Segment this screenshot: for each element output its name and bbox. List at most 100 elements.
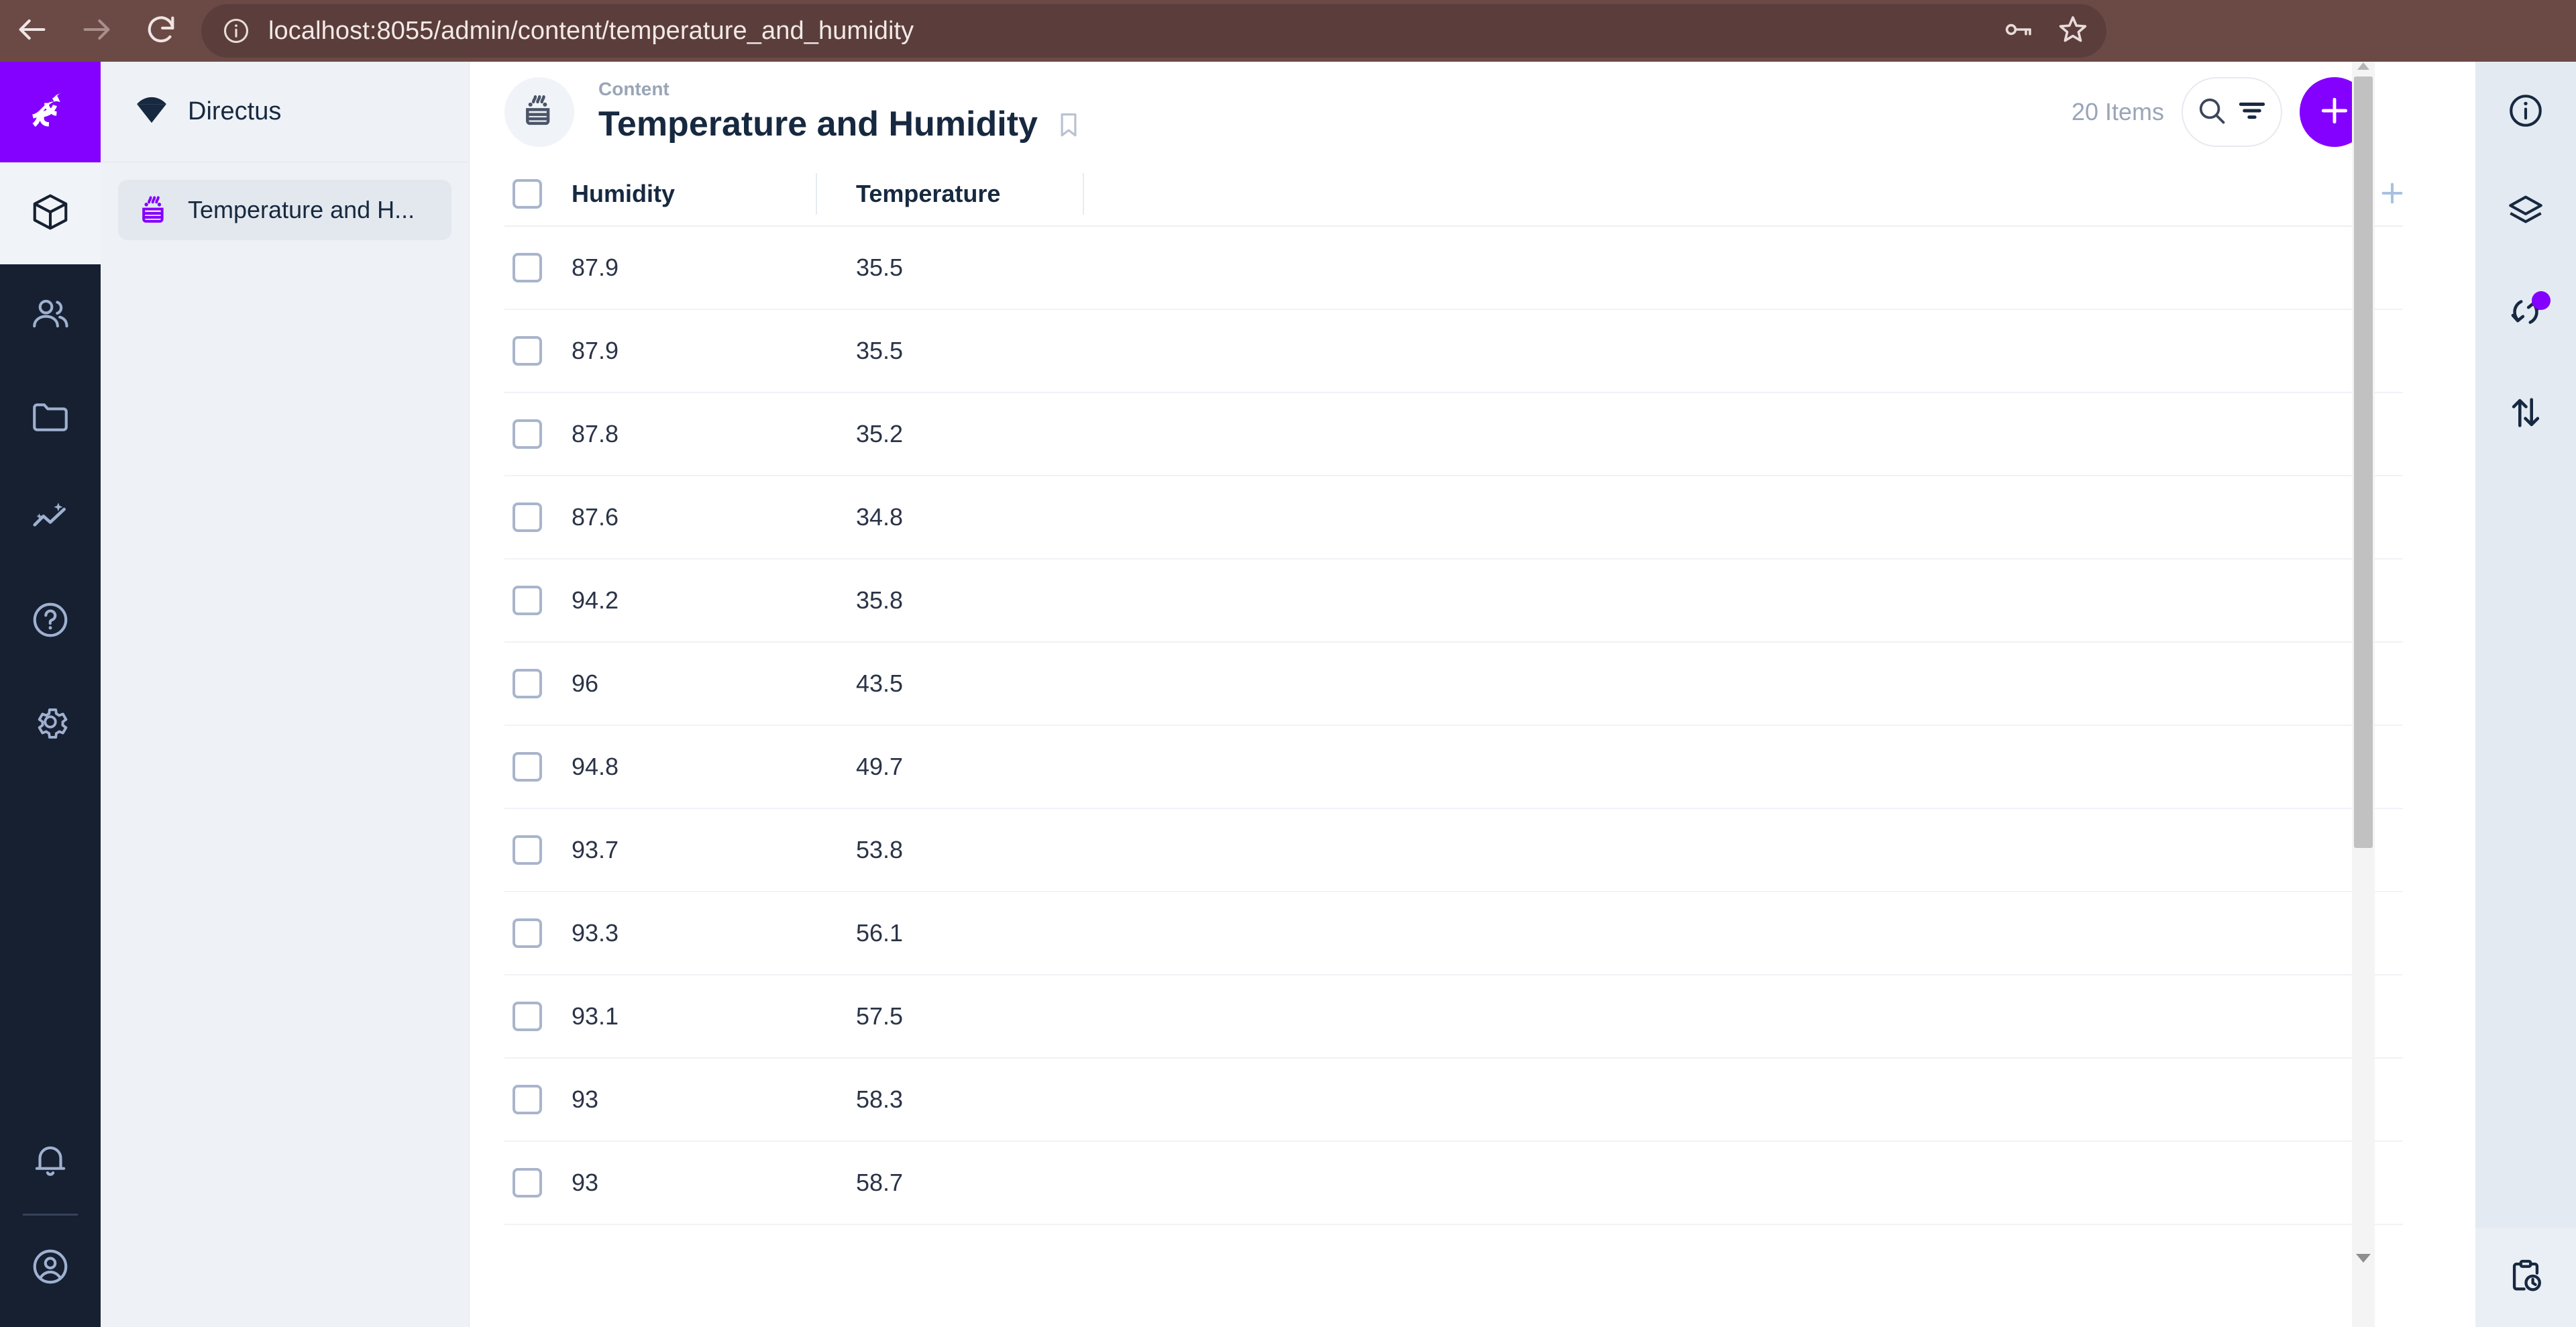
module-item-account[interactable] <box>0 1228 101 1308</box>
star-icon[interactable] <box>2057 13 2089 49</box>
row-checkbox[interactable] <box>513 1168 542 1198</box>
cell-value: 87.6 <box>572 503 619 531</box>
module-item-files[interactable] <box>0 366 101 468</box>
sidebar-item-flows[interactable] <box>2475 263 2576 364</box>
reload-icon <box>144 12 178 50</box>
cell-value: 35.5 <box>856 337 904 364</box>
row-select-cell[interactable] <box>504 419 564 449</box>
row-select-cell[interactable] <box>504 502 564 532</box>
project-name: Directus <box>188 97 282 125</box>
module-item-insights[interactable] <box>0 468 101 570</box>
cell-temperature: 53.8 <box>837 836 1104 864</box>
items-table: Humidity Temperature 87.9 35.5 87.9 35.5 87.… <box>470 162 2475 1225</box>
row-select-cell[interactable] <box>504 1002 564 1031</box>
select-all-cell[interactable] <box>504 179 564 209</box>
activity-log-button[interactable] <box>2475 1228 2576 1327</box>
breadcrumb[interactable]: Content <box>598 78 669 100</box>
row-select-cell[interactable] <box>504 752 564 782</box>
people-icon <box>30 293 71 338</box>
back-button[interactable] <box>0 0 64 62</box>
table-row[interactable]: 87.9 35.5 <box>504 227 2403 310</box>
sidebar-item-layers[interactable] <box>2475 162 2576 263</box>
column-divider[interactable] <box>816 173 817 215</box>
page-scrollbar[interactable] <box>2352 62 2375 1327</box>
module-divider <box>23 1214 78 1216</box>
cell-temperature: 58.3 <box>837 1085 1104 1114</box>
row-select-cell[interactable] <box>504 1168 564 1198</box>
table-row[interactable]: 96 43.5 <box>504 643 2403 726</box>
table-row[interactable]: 93 58.7 <box>504 1142 2403 1225</box>
add-field-button[interactable] <box>2375 177 2410 212</box>
row-checkbox[interactable] <box>513 1085 542 1114</box>
title-row: Temperature and Humidity <box>598 105 1083 144</box>
cell-value: 35.2 <box>856 420 904 447</box>
search-filter-control[interactable] <box>2182 77 2282 147</box>
row-select-cell[interactable] <box>504 669 564 698</box>
table-row[interactable]: 93.1 57.5 <box>504 975 2403 1059</box>
row-select-cell[interactable] <box>504 586 564 615</box>
table-row[interactable]: 93.3 56.1 <box>504 892 2403 975</box>
module-item-users[interactable] <box>0 264 101 366</box>
row-checkbox[interactable] <box>513 336 542 366</box>
row-checkbox[interactable] <box>513 253 542 282</box>
page-title: Temperature and Humidity <box>598 105 1038 144</box>
row-checkbox[interactable] <box>513 752 542 782</box>
row-checkbox[interactable] <box>513 669 542 698</box>
row-select-cell[interactable] <box>504 1085 564 1114</box>
project-header[interactable]: Directus <box>101 62 469 162</box>
reload-button[interactable] <box>129 0 193 62</box>
sidebar-item-sort[interactable] <box>2475 364 2576 464</box>
scroll-down-arrow-icon[interactable] <box>2356 1254 2371 1263</box>
cell-temperature: 35.8 <box>837 586 1104 615</box>
row-checkbox[interactable] <box>513 502 542 532</box>
site-info-icon[interactable] <box>216 11 256 51</box>
row-select-cell[interactable] <box>504 253 564 282</box>
back-arrow-icon <box>15 12 50 50</box>
bookmark-icon[interactable] <box>1054 110 1083 140</box>
table-row[interactable]: 93 58.3 <box>504 1059 2403 1142</box>
directus-logo[interactable] <box>0 62 101 162</box>
sidebar-item-temperature-and-humidity[interactable]: Temperature and H... <box>118 180 451 240</box>
folder-icon <box>30 395 71 440</box>
select-all-checkbox[interactable] <box>513 179 542 209</box>
row-select-cell[interactable] <box>504 336 564 366</box>
cell-value: 94.8 <box>572 753 619 780</box>
row-checkbox[interactable] <box>513 918 542 948</box>
module-item-help[interactable] <box>0 570 101 672</box>
title-block: Content Temperature and Humidity <box>598 80 1083 144</box>
table-row[interactable]: 87.8 35.2 <box>504 393 2403 476</box>
module-item-content[interactable] <box>0 162 101 264</box>
table-row[interactable]: 94.2 35.8 <box>504 560 2403 643</box>
content-header: Content Temperature and Humidity 20 Item… <box>470 62 2475 162</box>
cell-humidity: 87.9 <box>564 337 837 365</box>
column-header-temperature[interactable]: Temperature <box>837 180 1104 208</box>
row-select-cell[interactable] <box>504 918 564 948</box>
table-row[interactable]: 87.9 35.5 <box>504 310 2403 393</box>
forward-arrow-icon <box>79 12 114 50</box>
address-bar-actions <box>2002 4 2089 58</box>
table-row[interactable]: 87.6 34.8 <box>504 476 2403 560</box>
hot-tub-icon <box>521 92 558 133</box>
row-checkbox[interactable] <box>513 586 542 615</box>
cell-temperature: 49.7 <box>837 753 1104 781</box>
row-checkbox[interactable] <box>513 1002 542 1031</box>
filter-icon[interactable] <box>2235 94 2269 131</box>
scrollbar-thumb[interactable] <box>2354 76 2373 848</box>
cell-value: 87.9 <box>572 337 619 364</box>
row-select-cell[interactable] <box>504 835 564 865</box>
key-icon[interactable] <box>2002 13 2034 49</box>
column-divider[interactable] <box>1083 173 1084 215</box>
sidebar-item-info[interactable] <box>2475 62 2576 162</box>
column-header-humidity[interactable]: Humidity <box>564 180 837 208</box>
gear-icon <box>30 701 71 746</box>
forward-button[interactable] <box>64 0 129 62</box>
module-item-settings[interactable] <box>0 672 101 774</box>
scroll-up-arrow-icon[interactable] <box>2357 62 2369 70</box>
search-icon[interactable] <box>2195 94 2229 131</box>
address-bar[interactable]: localhost:8055/admin/content/temperature… <box>201 4 2106 58</box>
row-checkbox[interactable] <box>513 835 542 865</box>
table-row[interactable]: 94.8 49.7 <box>504 726 2403 809</box>
table-row[interactable]: 93.7 53.8 <box>504 809 2403 892</box>
module-item-notifications[interactable] <box>0 1121 101 1202</box>
row-checkbox[interactable] <box>513 419 542 449</box>
